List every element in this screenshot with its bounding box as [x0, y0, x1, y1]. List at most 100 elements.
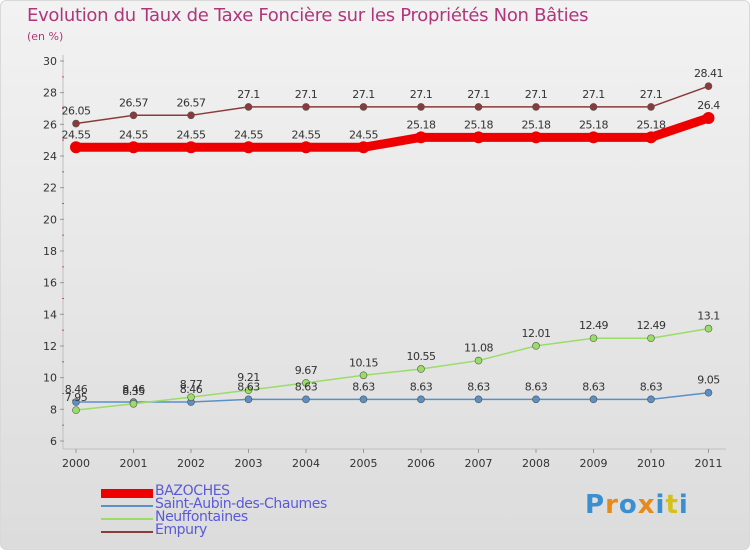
data-point-empury: [244, 103, 253, 111]
data-label-saint-aubin-des-chaumes: 8.46: [122, 383, 145, 396]
data-point-bazoches: [702, 112, 715, 124]
data-label-empury: 26.57: [119, 96, 148, 109]
data-label-neuffontaines: 9.21: [237, 371, 260, 384]
data-label-saint-aubin-des-chaumes: 9.05: [697, 374, 720, 387]
data-label-neuffontaines: 12.49: [637, 319, 666, 332]
data-point-empury: [302, 103, 310, 111]
x-tick-label: 2008: [522, 457, 550, 470]
data-label-empury: 27.1: [525, 88, 548, 101]
chart-subtitle: (en %): [27, 30, 64, 43]
chart-title: Evolution du Taux de Taxe Foncière sur l…: [27, 5, 589, 26]
data-point-bazoches: [70, 141, 82, 154]
data-label-bazoches: 25.18: [637, 118, 666, 131]
data-label-bazoches: 25.18: [579, 118, 608, 131]
data-label-bazoches: 25.18: [522, 118, 551, 131]
logo-letter: x: [637, 490, 656, 520]
data-point-neuffontaines: [704, 324, 713, 333]
data-label-saint-aubin-des-chaumes: 8.63: [352, 380, 375, 393]
legend-label: Saint-Aubin-des-Chaumes: [155, 496, 327, 512]
series-line-saint-aubin-des-chaumes: [76, 391, 709, 403]
data-point-saint-aubin-des-chaumes: [302, 395, 310, 404]
data-label-saint-aubin-des-chaumes: 8.46: [180, 383, 203, 396]
data-point-neuffontaines: [474, 356, 483, 365]
data-point-bazoches: [472, 131, 485, 144]
data-label-bazoches: 24.55: [62, 128, 91, 141]
y-tick-label: 24: [43, 150, 57, 163]
data-point-neuffontaines: [302, 379, 310, 387]
data-point-saint-aubin-des-chaumes: [647, 395, 655, 404]
data-label-bazoches: 24.55: [234, 128, 263, 141]
data-point-bazoches: [185, 141, 197, 154]
data-label-neuffontaines: 10.55: [407, 350, 436, 363]
data-point-saint-aubin-des-chaumes: [244, 395, 253, 404]
x-tick-label: 2009: [580, 457, 608, 470]
data-label-saint-aubin-des-chaumes: 8.63: [525, 380, 548, 393]
data-point-neuffontaines: [417, 365, 425, 373]
data-label-empury: 27.1: [467, 88, 490, 101]
data-label-saint-aubin-des-chaumes: 8.63: [237, 380, 260, 393]
data-label-saint-aubin-des-chaumes: 8.63: [467, 380, 490, 393]
series-line-bazoches: [76, 113, 710, 152]
data-point-bazoches: [645, 131, 657, 144]
data-label-bazoches: 25.18: [407, 118, 436, 131]
data-point-neuffontaines: [244, 386, 253, 394]
data-point-empury: [589, 103, 598, 111]
logo-letter: P: [585, 490, 606, 520]
data-label-bazoches: 24.55: [349, 128, 378, 141]
data-point-empury: [417, 103, 425, 111]
legend-swatch: [101, 505, 153, 507]
data-point-bazoches: [415, 131, 427, 144]
data-label-neuffontaines: 8.35: [122, 385, 145, 398]
y-tick-label: 6: [50, 435, 57, 448]
y-tick-label: 26: [43, 118, 57, 131]
logo-letter: i: [678, 490, 689, 520]
data-point-neuffontaines: [589, 334, 598, 343]
data-label-neuffontaines: 7.95: [65, 391, 88, 404]
logo-letter: o: [618, 490, 638, 520]
data-label-empury: 27.1: [582, 88, 605, 101]
data-point-neuffontaines: [532, 342, 540, 350]
data-label-neuffontaines: 10.15: [349, 356, 378, 369]
data-point-saint-aubin-des-chaumes: [474, 395, 483, 404]
data-point-neuffontaines: [359, 371, 368, 380]
data-point-saint-aubin-des-chaumes: [589, 395, 598, 404]
logo-letter: r: [605, 490, 619, 520]
x-tick-label: 2005: [350, 457, 378, 470]
y-tick-label: 10: [43, 372, 57, 385]
data-label-bazoches: 24.55: [119, 128, 148, 141]
logo-letter: i: [655, 490, 666, 520]
data-label-saint-aubin-des-chaumes: 8.63: [640, 380, 663, 393]
data-label-empury: 27.1: [237, 88, 260, 101]
legend-swatch: [101, 488, 153, 498]
data-point-empury: [129, 111, 138, 120]
data-label-bazoches: 24.55: [292, 128, 321, 141]
legend-swatch: [101, 531, 153, 533]
data-label-empury: 27.1: [352, 88, 375, 101]
data-label-bazoches: 24.55: [177, 128, 206, 141]
data-point-neuffontaines: [129, 399, 138, 408]
data-label-saint-aubin-des-chaumes: 8.63: [410, 380, 433, 393]
x-tick-label: 2004: [292, 457, 320, 470]
x-tick-label: 2003: [235, 457, 263, 470]
data-point-empury: [532, 103, 540, 111]
y-tick-label: 30: [43, 55, 57, 68]
x-tick-label: 2011: [695, 457, 723, 470]
x-tick-label: 2002: [177, 457, 205, 470]
data-point-empury: [359, 103, 368, 111]
data-label-bazoches: 26.4: [697, 99, 720, 112]
data-point-saint-aubin-des-chaumes: [704, 388, 713, 397]
data-label-saint-aubin-des-chaumes: 8.63: [582, 380, 605, 393]
data-label-empury: 26.57: [177, 96, 206, 109]
data-label-saint-aubin-des-chaumes: 8.63: [295, 380, 318, 393]
data-label-empury: 27.1: [295, 88, 318, 101]
data-point-saint-aubin-des-chaumes: [532, 395, 540, 404]
data-point-bazoches: [530, 131, 542, 144]
x-tick-label: 2000: [62, 457, 90, 470]
y-tick-label: 12: [43, 340, 57, 353]
y-tick-label: 14: [43, 308, 57, 321]
data-point-saint-aubin-des-chaumes: [72, 398, 80, 406]
data-label-neuffontaines: 8.77: [180, 378, 203, 391]
data-point-bazoches: [587, 131, 600, 144]
